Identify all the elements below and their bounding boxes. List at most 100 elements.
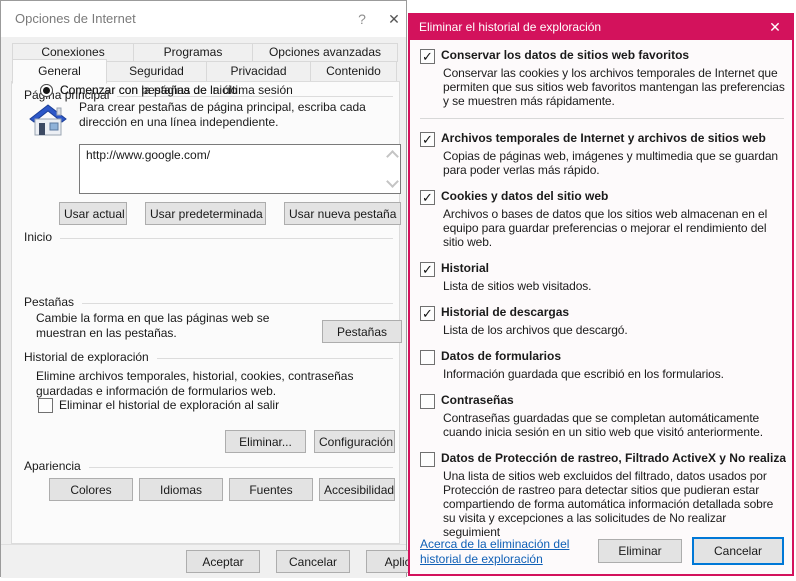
checkbox-icon[interactable] (420, 49, 435, 64)
history-item-row[interactable]: Conservar los datos de sitios web favori… (420, 48, 786, 64)
scroll-down-icon[interactable] (386, 175, 399, 188)
history-button[interactable]: Eliminar... (225, 430, 306, 453)
history-item-label: Datos de formularios (441, 349, 562, 363)
history-item: Cookies y datos del sitio web Archivos o… (420, 189, 786, 249)
history-item-description: Información guardada que escribió en los… (443, 367, 724, 381)
checkbox-icon[interactable] (38, 398, 53, 413)
textarea-scrollbar[interactable] (385, 146, 399, 192)
homepage-button[interactable]: Usar nueva pestaña (284, 202, 401, 225)
tabs-button[interactable]: Pestañas (322, 320, 402, 343)
history-item-row[interactable]: Cookies y datos del sitio web (420, 189, 786, 205)
tab-row-primary: General Seguridad Privacidad Contenido (12, 59, 397, 84)
tab[interactable]: Programas (133, 43, 253, 62)
home-icon (29, 104, 67, 136)
internet-options-titlebar: Opciones de Internet ? ✕ (1, 1, 406, 37)
history-buttons: Eliminar... Configuración (225, 430, 395, 453)
homepage-buttons: Usar actual Usar predeterminada Usar nueva… (59, 202, 401, 225)
history-item-row[interactable]: Datos de formularios (420, 349, 786, 365)
section-divider (82, 302, 393, 304)
history-section-label: Historial de exploración (24, 350, 149, 364)
delete-history-body: Conservar los datos de sitios web favori… (410, 40, 792, 574)
homepage-button[interactable]: Usar predeterminada (145, 202, 266, 225)
appearance-section-label: Apariencia (24, 459, 81, 473)
startup-radio-row[interactable]: Comenzar con la página de inicio (40, 82, 237, 98)
appearance-button[interactable]: Accesibilidad (319, 478, 395, 501)
delete-history-buttons: Eliminar Cancelar (598, 537, 784, 565)
history-item: Conservar los datos de sitios web favori… (420, 48, 786, 119)
tabs-section-description: Cambie la forma en que las páginas web s… (36, 311, 270, 340)
history-item-label: Historial de descargas (441, 305, 570, 319)
history-item-row[interactable]: Historial (420, 261, 786, 277)
tab[interactable]: Privacidad (206, 61, 311, 82)
about-deletion-link[interactable]: Acerca de la eliminación del historial d… (420, 537, 570, 566)
delete-on-exit-row[interactable]: Eliminar el historial de exploración al … (38, 398, 279, 413)
history-item: Datos de formularios Información guardad… (420, 349, 786, 381)
cancel-button[interactable]: Cancelar (276, 550, 350, 573)
tab-row-secondary: Conexiones Programas Opciones avanzadas (12, 43, 398, 62)
history-item-label: Contraseñas (441, 393, 514, 407)
radio-icon[interactable] (40, 83, 53, 97)
history-item-row[interactable]: Datos de Protección de rastreo, Filtrado… (420, 451, 786, 467)
checkbox-icon[interactable] (420, 262, 435, 277)
history-item-row[interactable]: Archivos temporales de Internet y archiv… (420, 131, 786, 147)
history-item-description: Lista de los archivos que descargó. (443, 323, 628, 337)
appearance-buttons: Colores Idiomas Fuentes Accesibilidad (49, 478, 395, 501)
homepage-instruction: Para crear pestañas de página principal,… (79, 100, 366, 129)
tab[interactable]: Seguridad (106, 61, 207, 82)
delete-history-title: Eliminar el historial de exploración (419, 20, 602, 34)
homepage-button[interactable]: Usar actual (59, 202, 127, 225)
history-description: Elimine archivos temporales, historial, … (36, 369, 354, 398)
history-item-row[interactable]: Historial de descargas (420, 305, 786, 321)
history-item: Archivos temporales de Internet y archiv… (420, 131, 786, 177)
cancel-button-focused[interactable]: Cancelar (692, 537, 784, 565)
item-separator (420, 118, 784, 119)
history-item-row[interactable]: Contraseñas (420, 393, 786, 409)
history-item-label: Conservar los datos de sitios web favori… (441, 48, 690, 62)
radio-label: Comenzar con la página de inicio (60, 83, 238, 97)
dialog-footer: Aceptar Cancelar Aplicar (1, 544, 440, 578)
delete-button[interactable]: Eliminar (598, 539, 682, 563)
tabs-section-header: Pestañas (24, 295, 393, 309)
tab[interactable]: Opciones avanzadas (252, 43, 398, 62)
dialog-title: Opciones de Internet (15, 11, 136, 26)
appearance-button[interactable]: Colores (49, 478, 133, 501)
checkbox-icon[interactable] (420, 452, 435, 467)
appearance-section-header: Apariencia (24, 459, 393, 473)
close-icon[interactable]: ✕ (388, 11, 400, 27)
history-item-description: Una lista de sitios web excluidos del fi… (443, 469, 774, 539)
history-item: Historial de descargas Lista de los arch… (420, 305, 786, 337)
delete-history-items: Conservar los datos de sitios web favori… (420, 48, 786, 539)
ok-button[interactable]: Aceptar (186, 550, 260, 573)
section-divider (156, 357, 393, 359)
history-item-description: Copias de páginas web, imágenes y multim… (443, 149, 778, 177)
history-button[interactable]: Configuración (314, 430, 395, 453)
help-icon[interactable]: ? (358, 11, 366, 27)
history-item-description: Archivos o bases de datos que los sitios… (443, 207, 768, 249)
internet-options-dialog: Opciones de Internet ? ✕ Conexiones Progr… (0, 0, 440, 578)
checkbox-icon[interactable] (420, 306, 435, 321)
homepage-input[interactable]: http://www.google.com/ (79, 144, 401, 194)
appearance-button[interactable]: Fuentes (229, 478, 313, 501)
history-item-label: Datos de Protección de rastreo, Filtrado… (441, 451, 786, 465)
tab[interactable]: Contenido (310, 61, 397, 82)
tabs-section-label: Pestañas (24, 295, 75, 309)
homepage-value[interactable]: http://www.google.com/ (86, 148, 211, 162)
scroll-up-icon[interactable] (386, 150, 399, 163)
checkbox-icon[interactable] (420, 394, 435, 409)
startup-section-label: Inicio (24, 230, 53, 244)
history-item: Historial Lista de sitios web visitados. (420, 261, 786, 293)
delete-on-exit-label: Eliminar el historial de exploración al … (59, 398, 280, 412)
tab[interactable]: General (12, 59, 107, 84)
close-icon[interactable]: ✕ (769, 19, 781, 35)
history-item: Datos de Protección de rastreo, Filtrado… (420, 451, 786, 539)
section-divider (60, 237, 393, 239)
delete-history-bottom: Acerca de la eliminación del historial d… (420, 531, 784, 566)
checkbox-icon[interactable] (420, 132, 435, 147)
section-divider (88, 466, 393, 468)
radio-label: Comenzar con pestañas de la última sesió… (60, 83, 293, 97)
checkbox-icon[interactable] (420, 190, 435, 205)
history-section-header: Historial de exploración (24, 350, 393, 364)
general-tab-panel: Página principal Para crear pestañas de … (11, 81, 402, 544)
appearance-button[interactable]: Idiomas (139, 478, 223, 501)
checkbox-icon[interactable] (420, 350, 435, 365)
